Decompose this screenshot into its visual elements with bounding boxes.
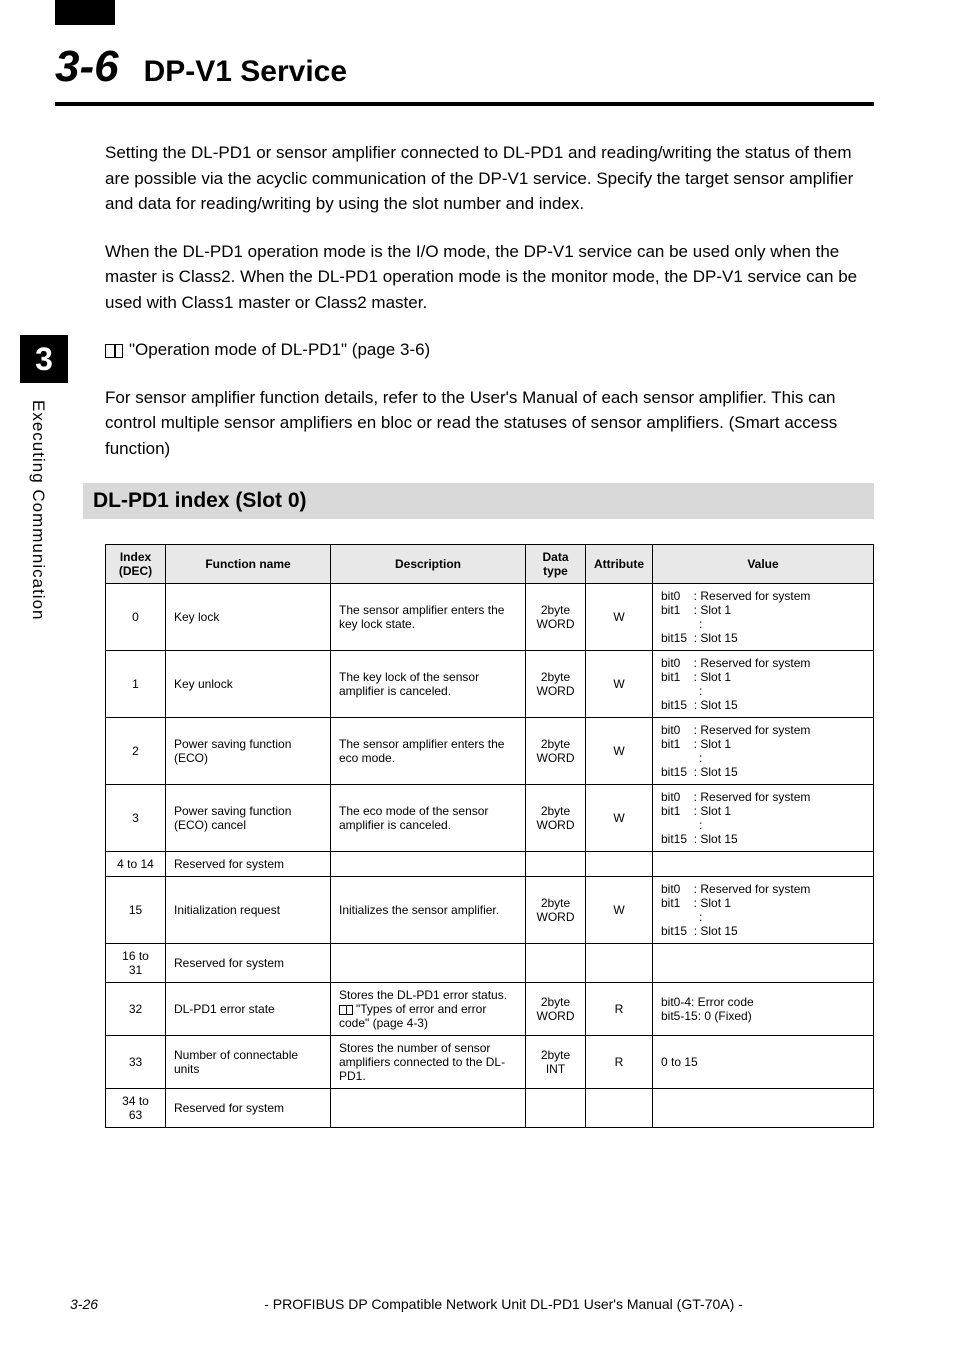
cell-function: Key unlock — [166, 651, 331, 718]
cell-description: Stores the DL-PD1 error status."Types of… — [331, 983, 526, 1036]
cell-value — [653, 944, 874, 983]
table-row: 33Number of connectable unitsStores the … — [106, 1036, 874, 1089]
cell-index: 15 — [106, 877, 166, 944]
cell-attribute: W — [586, 877, 653, 944]
cell-index: 16 to 31 — [106, 944, 166, 983]
cell-attribute: R — [586, 1036, 653, 1089]
table-row: 16 to 31Reserved for system — [106, 944, 874, 983]
section-title: DP-V1 Service — [144, 55, 347, 89]
cell-datatype: 2byteWORD — [526, 584, 586, 651]
th-description: Description — [331, 545, 526, 584]
footer-text: - PROFIBUS DP Compatible Network Unit DL… — [133, 1296, 874, 1312]
cell-value: bit0 : Reserved for systembit1 : Slot 1:… — [653, 584, 874, 651]
cell-description: The sensor amplifier enters the key lock… — [331, 584, 526, 651]
th-index: Index (DEC) — [106, 545, 166, 584]
book-icon — [339, 1005, 353, 1015]
paragraph-3: For sensor amplifier function details, r… — [105, 385, 874, 462]
cell-description — [331, 1089, 526, 1128]
th-function: Function name — [166, 545, 331, 584]
table-row: 2Power saving function (ECO)The sensor a… — [106, 718, 874, 785]
cell-value: bit0 : Reserved for systembit1 : Slot 1:… — [653, 651, 874, 718]
footer: 3-26 - PROFIBUS DP Compatible Network Un… — [70, 1296, 874, 1312]
cell-value: bit0-4: Error codebit5-15: 0 (Fixed) — [653, 983, 874, 1036]
table-row: 4 to 14Reserved for system — [106, 852, 874, 877]
cell-attribute — [586, 1089, 653, 1128]
cell-attribute: W — [586, 651, 653, 718]
chapter-side-tab: 3 — [20, 335, 68, 383]
cell-datatype: 2byteWORD — [526, 785, 586, 852]
cell-index: 34 to 63 — [106, 1089, 166, 1128]
cell-function: Reserved for system — [166, 852, 331, 877]
cell-datatype: 2byteWORD — [526, 718, 586, 785]
chapter-number: 3 — [35, 341, 53, 378]
table-row: 0Key lockThe sensor amplifier enters the… — [106, 584, 874, 651]
th-value: Value — [653, 545, 874, 584]
cell-function: Key lock — [166, 584, 331, 651]
cell-value: bit0 : Reserved for systembit1 : Slot 1:… — [653, 718, 874, 785]
table-row: 1Key unlockThe key lock of the sensor am… — [106, 651, 874, 718]
cell-datatype — [526, 852, 586, 877]
table-row: 34 to 63Reserved for system — [106, 1089, 874, 1128]
index-table: Index (DEC) Function name Description Da… — [105, 544, 874, 1128]
cell-function: Number of connectable units — [166, 1036, 331, 1089]
cell-attribute: W — [586, 584, 653, 651]
subheading: DL-PD1 index (Slot 0) — [83, 483, 874, 519]
reference-1: "Operation mode of DL-PD1" (page 3-6) — [105, 337, 874, 363]
table-header-row: Index (DEC) Function name Description Da… — [106, 545, 874, 584]
content-area: Setting the DL-PD1 or sensor amplifier c… — [105, 140, 874, 1128]
cell-index: 2 — [106, 718, 166, 785]
cell-function: Reserved for system — [166, 944, 331, 983]
section-header: 3-6 DP-V1 Service — [55, 42, 874, 106]
paragraph-2: When the DL-PD1 operation mode is the I/… — [105, 239, 874, 316]
cell-attribute: W — [586, 718, 653, 785]
cell-function: Power saving function (ECO) — [166, 718, 331, 785]
table-row: 15Initialization requestInitializes the … — [106, 877, 874, 944]
cell-datatype: 2byteINT — [526, 1036, 586, 1089]
cell-function: Reserved for system — [166, 1089, 331, 1128]
cell-datatype — [526, 944, 586, 983]
cell-description: Initializes the sensor amplifier. — [331, 877, 526, 944]
cell-function: Initialization request — [166, 877, 331, 944]
cell-function: Power saving function (ECO) cancel — [166, 785, 331, 852]
cell-attribute: W — [586, 785, 653, 852]
table-row: 32DL-PD1 error stateStores the DL-PD1 er… — [106, 983, 874, 1036]
top-black-tab — [55, 0, 115, 25]
cell-attribute — [586, 944, 653, 983]
chapter-side-label: Executing Communication — [28, 400, 48, 620]
table-body: 0Key lockThe sensor amplifier enters the… — [106, 584, 874, 1128]
reference-1-text: "Operation mode of DL-PD1" (page 3-6) — [129, 340, 430, 359]
table-row: 3Power saving function (ECO) cancelThe e… — [106, 785, 874, 852]
cell-description: The sensor amplifier enters the eco mode… — [331, 718, 526, 785]
cell-description — [331, 944, 526, 983]
th-attribute: Attribute — [586, 545, 653, 584]
paragraph-1: Setting the DL-PD1 or sensor amplifier c… — [105, 140, 874, 217]
cell-datatype: 2byteWORD — [526, 983, 586, 1036]
cell-index: 32 — [106, 983, 166, 1036]
cell-datatype — [526, 1089, 586, 1128]
cell-index: 1 — [106, 651, 166, 718]
cell-value — [653, 852, 874, 877]
cell-description — [331, 852, 526, 877]
cell-datatype: 2byteWORD — [526, 877, 586, 944]
cell-attribute — [586, 852, 653, 877]
cell-value: 0 to 15 — [653, 1036, 874, 1089]
cell-description: The eco mode of the sensor amplifier is … — [331, 785, 526, 852]
cell-index: 33 — [106, 1036, 166, 1089]
cell-index: 0 — [106, 584, 166, 651]
th-datatype: Data type — [526, 545, 586, 584]
cell-datatype: 2byteWORD — [526, 651, 586, 718]
cell-index: 3 — [106, 785, 166, 852]
cell-attribute: R — [586, 983, 653, 1036]
cell-function: DL-PD1 error state — [166, 983, 331, 1036]
cell-description: The key lock of the sensor amplifier is … — [331, 651, 526, 718]
page-number: 3-26 — [70, 1296, 98, 1312]
cell-value — [653, 1089, 874, 1128]
cell-value: bit0 : Reserved for systembit1 : Slot 1:… — [653, 877, 874, 944]
cell-index: 4 to 14 — [106, 852, 166, 877]
section-number: 3-6 — [55, 42, 119, 92]
cell-value: bit0 : Reserved for systembit1 : Slot 1:… — [653, 785, 874, 852]
cell-description: Stores the number of sensor amplifiers c… — [331, 1036, 526, 1089]
book-icon — [105, 344, 123, 358]
